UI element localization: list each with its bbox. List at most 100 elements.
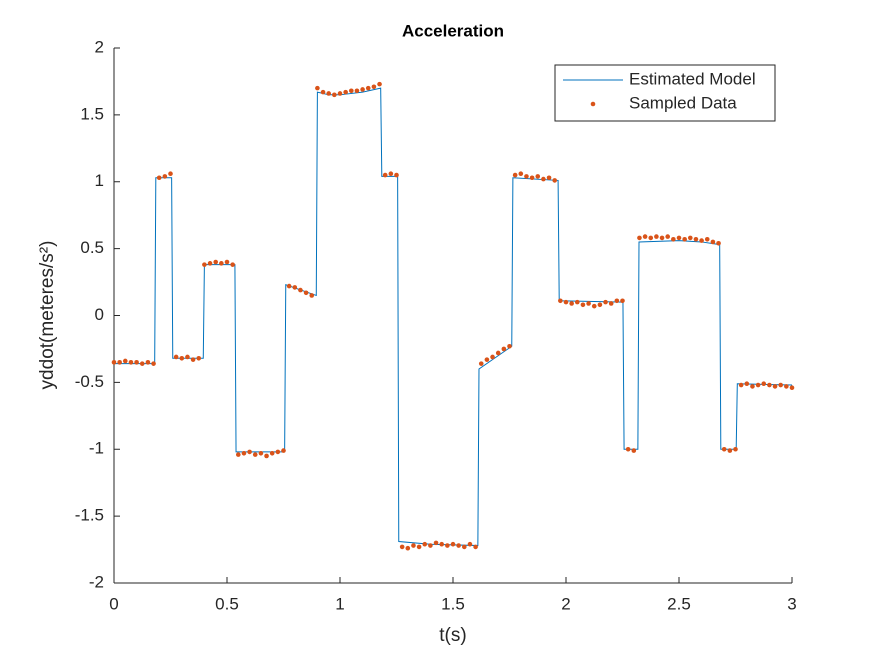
data-point	[292, 285, 298, 290]
data-point	[671, 236, 676, 242]
data-point	[382, 172, 388, 178]
data-point	[473, 544, 478, 550]
data-point	[411, 543, 416, 548]
data-point	[688, 235, 693, 241]
y-axis-label: yddot(meteres/s²)	[37, 241, 58, 390]
x-tick-label: 0	[109, 594, 118, 613]
data-point	[558, 298, 563, 304]
data-point	[365, 85, 371, 91]
data-point	[546, 175, 552, 181]
chart-title: Acceleration	[402, 21, 504, 40]
data-point	[213, 259, 218, 265]
x-tick-label: 0.5	[215, 594, 239, 613]
data-point	[625, 446, 631, 452]
data-point	[433, 540, 439, 546]
data-point	[767, 382, 772, 388]
data-point	[676, 235, 682, 241]
data-point	[269, 450, 275, 456]
data-point	[524, 174, 529, 179]
data-point	[315, 85, 320, 91]
data-point	[298, 287, 303, 293]
data-point	[659, 235, 665, 241]
data-point	[343, 89, 348, 95]
legend-box	[554, 64, 776, 122]
data-point	[258, 450, 264, 456]
data-point	[309, 293, 315, 298]
data-point	[190, 357, 196, 362]
data-point	[139, 361, 145, 366]
data-point	[156, 175, 162, 181]
y-tick-label: -2	[89, 572, 104, 591]
data-point	[761, 381, 767, 387]
data-point	[117, 360, 122, 365]
data-point	[236, 452, 241, 457]
y-tick-label: -1	[89, 439, 104, 458]
data-point	[507, 343, 512, 349]
data-point	[704, 236, 710, 242]
x-tick-label: 2	[561, 594, 570, 613]
data-point	[597, 302, 603, 308]
data-point	[608, 301, 614, 306]
data-point	[219, 261, 224, 266]
data-point	[128, 360, 134, 365]
data-point	[518, 171, 524, 177]
legend-label: Sampled Data	[629, 93, 737, 112]
data-point	[535, 174, 541, 179]
data-point	[620, 298, 625, 304]
data-point	[563, 299, 569, 305]
y-tick-label: 1.5	[80, 104, 104, 123]
x-tick-label: 3	[787, 594, 796, 613]
data-point	[501, 346, 507, 352]
data-point	[151, 361, 156, 366]
data-point	[224, 259, 230, 265]
data-point	[631, 448, 637, 453]
data-point	[388, 171, 394, 177]
data-point	[354, 88, 360, 94]
data-point	[778, 382, 783, 388]
x-tick-label: 2.5	[667, 594, 691, 613]
data-point	[682, 236, 687, 242]
data-point	[377, 81, 382, 87]
data-point	[721, 446, 727, 452]
data-point	[591, 303, 597, 309]
data-point	[196, 356, 202, 361]
data-point	[710, 239, 716, 245]
data-point	[699, 238, 704, 243]
y-tick-label: 2	[95, 37, 104, 56]
data-point	[162, 174, 168, 179]
data-point	[207, 261, 213, 266]
legend-marker	[590, 101, 596, 107]
data-point	[202, 262, 207, 267]
data-point	[614, 298, 620, 304]
data-point	[326, 91, 332, 96]
data-point	[490, 354, 495, 360]
data-point	[733, 446, 738, 452]
data-point	[230, 262, 235, 267]
data-point	[281, 448, 286, 453]
x-axis-label: t(s)	[439, 625, 466, 646]
y-tick-label: 0.5	[80, 238, 104, 257]
data-point	[439, 541, 445, 547]
data-point	[371, 84, 377, 90]
data-point	[648, 235, 654, 241]
data-point	[484, 357, 490, 362]
data-point	[772, 384, 778, 389]
data-point	[750, 384, 755, 389]
data-point	[552, 178, 557, 183]
data-point	[168, 171, 173, 177]
data-point	[665, 234, 670, 239]
data-point	[529, 175, 535, 181]
y-tick-label: 0	[95, 305, 104, 324]
y-tick-label: -0.5	[75, 372, 104, 391]
data-point	[738, 382, 744, 388]
data-point	[541, 176, 546, 182]
data-point	[716, 240, 721, 246]
data-point	[478, 361, 484, 366]
data-point	[456, 543, 461, 548]
data-point	[462, 544, 467, 550]
data-point	[450, 541, 456, 547]
data-point	[123, 358, 128, 364]
data-point	[603, 299, 608, 305]
data-point	[789, 385, 795, 391]
